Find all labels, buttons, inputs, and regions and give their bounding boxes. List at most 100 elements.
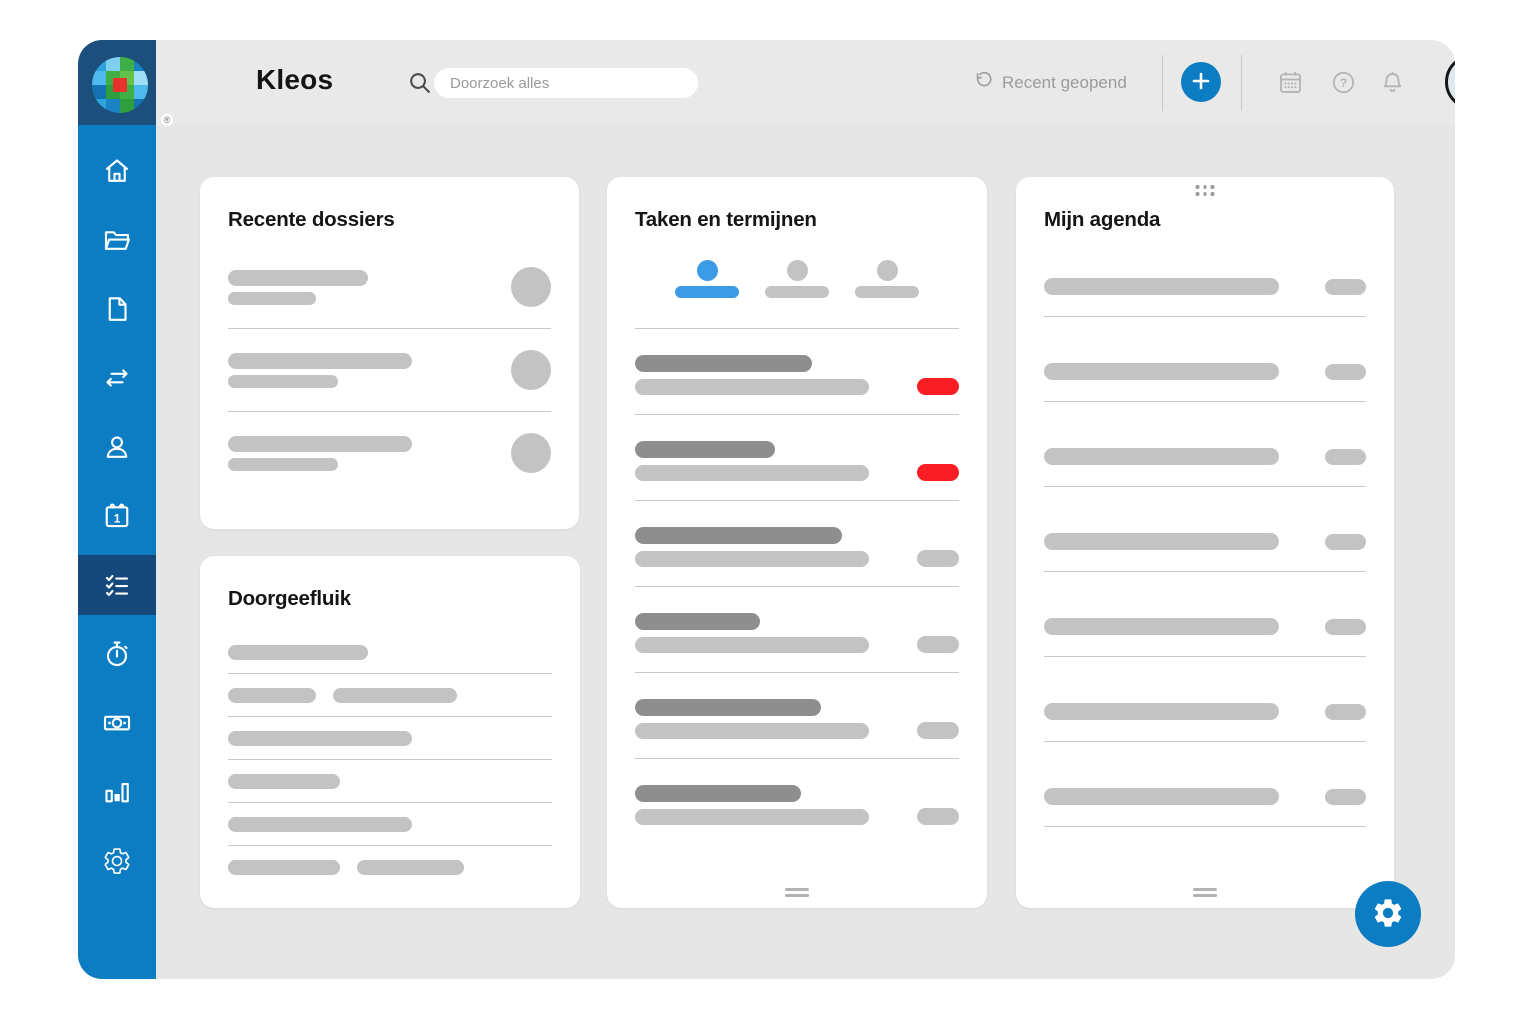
header-divider: [1162, 55, 1163, 111]
app-window: Kleos Recent geopend: [78, 40, 1455, 979]
skeleton-line: [1044, 278, 1279, 295]
agenda-row[interactable]: [1044, 742, 1366, 827]
sidebar: 1: [78, 125, 156, 979]
search-input[interactable]: [434, 68, 698, 98]
sidebar-item-contacten[interactable]: [78, 417, 156, 477]
skeleton-title: [635, 699, 821, 716]
sidebar-item-dossiers[interactable]: [78, 210, 156, 270]
task-row[interactable]: [635, 415, 959, 501]
status-badge: [917, 808, 959, 825]
main-content: Recente dossiers Doorgeefluik: [156, 125, 1455, 979]
resize-handle[interactable]: [785, 888, 809, 897]
svg-text:?: ?: [1340, 76, 1348, 90]
sidebar-item-tijd[interactable]: [78, 624, 156, 684]
person-icon: [696, 260, 718, 281]
doorgeefluik-list: [228, 631, 552, 888]
drag-handle-dots[interactable]: [1195, 185, 1215, 196]
doorgeefluik-row[interactable]: [228, 717, 552, 760]
task-row[interactable]: [635, 587, 959, 673]
task-row[interactable]: [635, 501, 959, 587]
task-row-line: [635, 464, 959, 481]
skeleton-line: [357, 860, 464, 875]
header-divider: [1241, 55, 1242, 111]
person-icon: [102, 432, 132, 462]
skeleton-line: [228, 374, 338, 388]
task-row-line: [635, 378, 959, 395]
dossier-text-placeholder: [228, 269, 368, 305]
calendar-icon[interactable]: [1277, 69, 1304, 101]
person-icon: [786, 260, 808, 281]
doorgeefluik-row[interactable]: [228, 760, 552, 803]
agenda-row[interactable]: [1044, 232, 1366, 317]
sidebar-item-uitwisseling[interactable]: [78, 348, 156, 408]
skeleton-title: [635, 441, 775, 458]
card-doorgeefluik: Doorgeefluik: [200, 556, 580, 908]
skeleton-title: [635, 785, 801, 802]
help-icon[interactable]: ?: [1330, 69, 1357, 101]
task-list-icon: [102, 570, 132, 600]
skeleton-title: [635, 613, 760, 630]
person-icon-body: [675, 286, 739, 298]
task-row[interactable]: [635, 673, 959, 759]
dossier-row[interactable]: [228, 246, 551, 329]
dossier-row[interactable]: [228, 329, 551, 412]
card-taken-en-termijnen: Taken en termijnen: [607, 177, 987, 908]
task-row[interactable]: [635, 329, 959, 415]
skeleton-line: [333, 688, 457, 703]
dossier-row[interactable]: [228, 412, 551, 494]
person-icon: [876, 260, 898, 281]
doorgeefluik-row[interactable]: [228, 846, 552, 888]
calendar-day-icon: 1: [102, 501, 132, 531]
skeleton-line: [1044, 533, 1279, 550]
skeleton-line: [228, 457, 338, 471]
add-new-button[interactable]: [1181, 62, 1221, 102]
doorgeefluik-row[interactable]: [228, 631, 552, 674]
task-row[interactable]: [635, 759, 959, 844]
skeleton-line: [635, 378, 869, 395]
agenda-row[interactable]: [1044, 572, 1366, 657]
agenda-row[interactable]: [1044, 487, 1366, 572]
time-placeholder: [1325, 278, 1366, 295]
gear-icon: [1371, 896, 1405, 933]
person-filter-tab-2[interactable]: [765, 260, 829, 298]
card-mijn-agenda: Mijn agenda: [1016, 177, 1394, 908]
dossier-text-placeholder: [228, 435, 412, 471]
user-avatar[interactable]: [1444, 53, 1455, 111]
time-placeholder: [1325, 363, 1366, 380]
resize-handle[interactable]: [1193, 888, 1217, 897]
agenda-row[interactable]: [1044, 402, 1366, 487]
doorgeefluik-row[interactable]: [228, 674, 552, 717]
sidebar-item-documenten[interactable]: [78, 279, 156, 339]
agenda-row[interactable]: [1044, 657, 1366, 742]
plus-icon: [1189, 69, 1213, 96]
person-filter-tab-3[interactable]: [855, 260, 919, 298]
sidebar-item-agenda[interactable]: 1: [78, 486, 156, 546]
skeleton-line: [1044, 363, 1279, 380]
time-placeholder: [1325, 533, 1366, 550]
time-placeholder: [1325, 618, 1366, 635]
task-row-line: [635, 808, 959, 825]
skeleton-line: [228, 860, 340, 875]
sidebar-item-home[interactable]: [78, 141, 156, 201]
sidebar-item-rapporten[interactable]: [78, 762, 156, 822]
skeleton-line: [1044, 788, 1279, 805]
divider: [635, 328, 959, 329]
doorgeefluik-row[interactable]: [228, 803, 552, 846]
person-filter-tabs: [607, 260, 987, 298]
skeleton-line: [635, 636, 869, 653]
person-filter-tab-1[interactable]: [675, 260, 739, 298]
skeleton-line: [635, 550, 869, 567]
settings-fab[interactable]: [1355, 881, 1421, 947]
avatar-placeholder: [511, 433, 551, 473]
sidebar-item-instellingen[interactable]: [78, 831, 156, 891]
time-placeholder: [1325, 703, 1366, 720]
sidebar-item-taken[interactable]: [78, 555, 156, 615]
agenda-row[interactable]: [1044, 317, 1366, 402]
skeleton-line: [228, 688, 316, 703]
recent-opened-button[interactable]: Recent geopend: [973, 40, 1127, 125]
bell-icon[interactable]: [1379, 69, 1406, 101]
sidebar-item-facturatie[interactable]: [78, 693, 156, 753]
gear-icon: [102, 846, 132, 876]
person-icon-body: [855, 286, 919, 298]
status-badge: [917, 378, 959, 395]
